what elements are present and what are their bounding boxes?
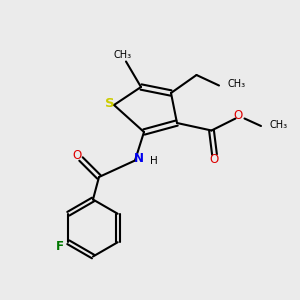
Text: CH₃: CH₃ xyxy=(269,119,287,130)
Text: N: N xyxy=(134,152,144,166)
Text: CH₃: CH₃ xyxy=(227,79,245,89)
Text: S: S xyxy=(105,97,114,110)
Text: O: O xyxy=(233,109,242,122)
Text: CH₃: CH₃ xyxy=(114,50,132,61)
Text: F: F xyxy=(56,240,64,253)
Text: O: O xyxy=(73,149,82,162)
Text: O: O xyxy=(210,153,219,167)
Text: H: H xyxy=(150,155,158,166)
